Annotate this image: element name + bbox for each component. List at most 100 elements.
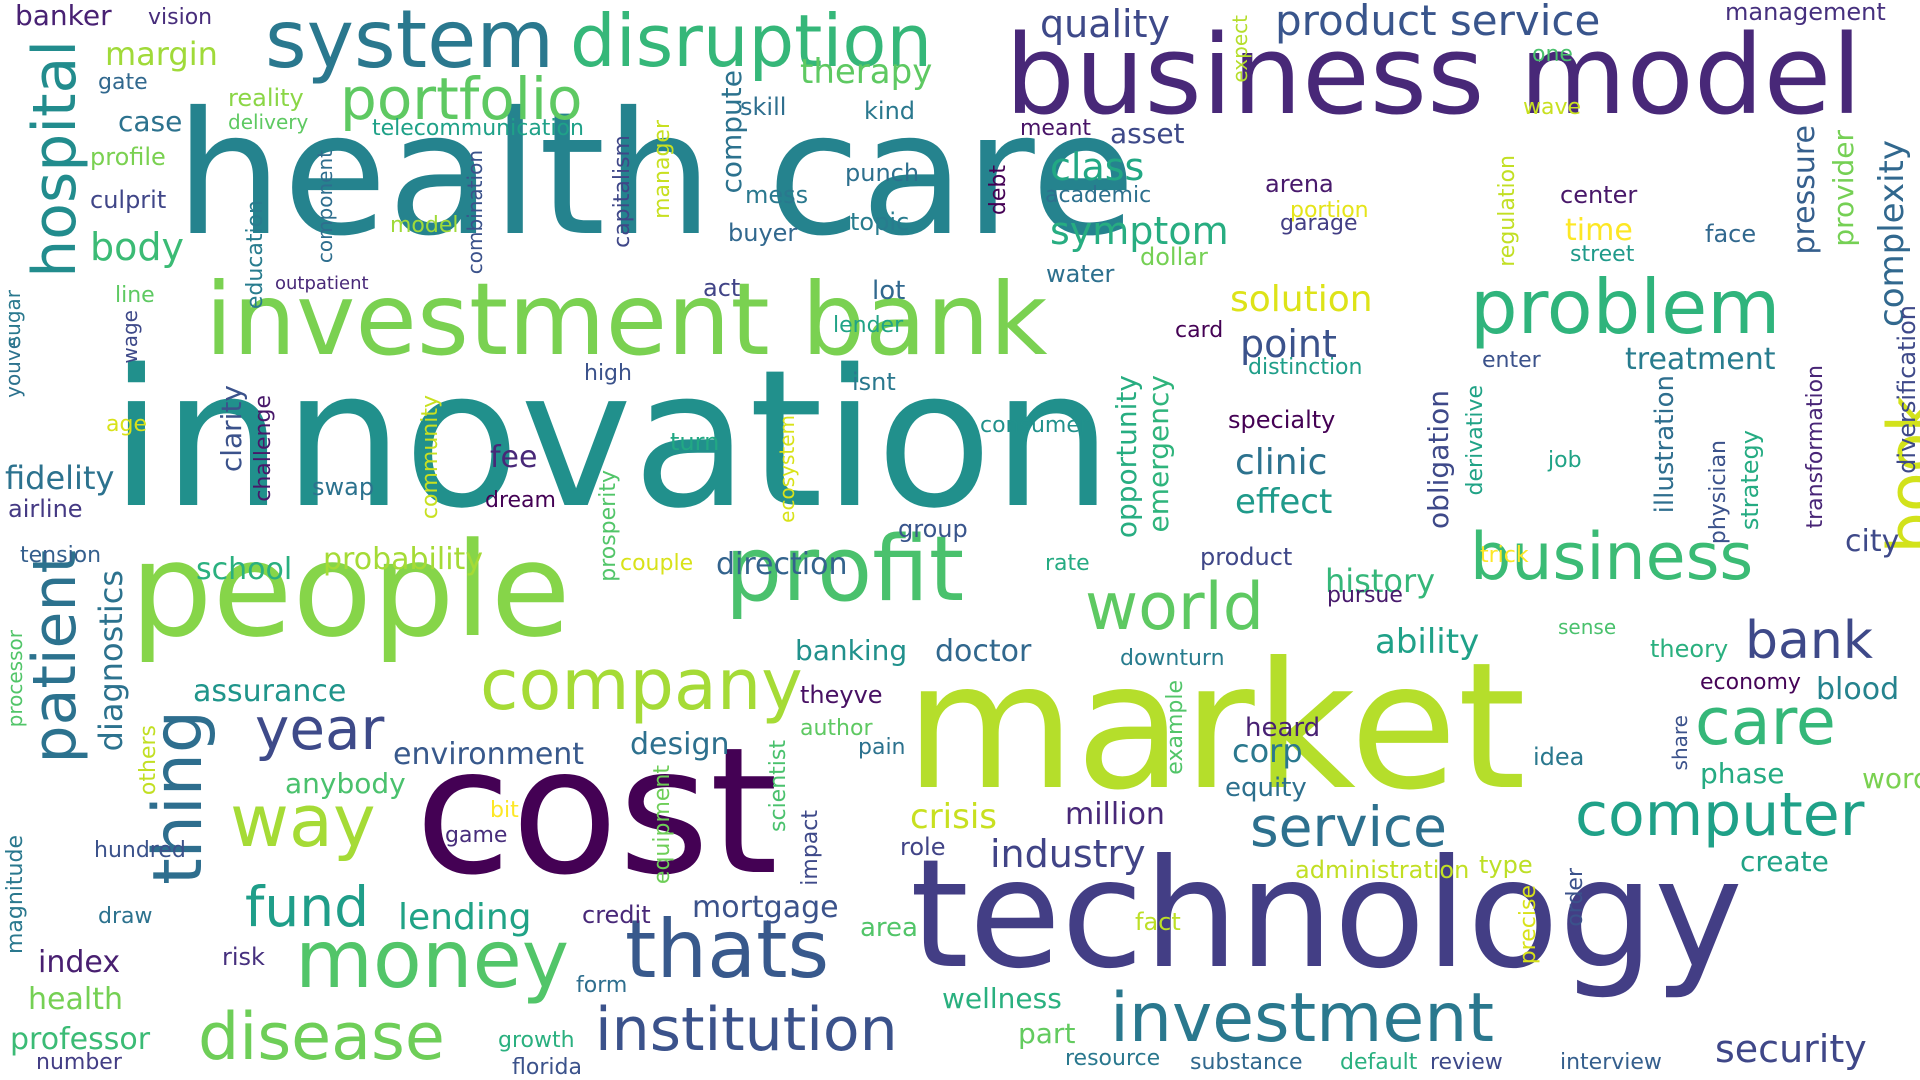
word-system: system bbox=[265, 0, 555, 86]
word-banker: banker bbox=[15, 0, 112, 32]
word-draw: draw bbox=[98, 904, 153, 929]
word-age: age bbox=[106, 412, 147, 437]
word-profit: profit bbox=[725, 517, 965, 622]
word-administration: administration bbox=[1295, 856, 1470, 884]
word-asset: asset bbox=[1110, 117, 1185, 150]
word-combination: combination bbox=[463, 150, 487, 275]
word-environment: environment bbox=[393, 737, 585, 772]
word-margin: margin bbox=[105, 35, 218, 73]
word-strategy: strategy bbox=[1736, 430, 1764, 531]
word-patient: patient bbox=[20, 550, 90, 764]
word-direction: direction bbox=[716, 547, 848, 582]
word-fidelity: fidelity bbox=[5, 459, 115, 497]
word-game: game bbox=[445, 823, 508, 848]
word-consumer: consumer bbox=[980, 413, 1089, 438]
word-symptom: symptom bbox=[1050, 209, 1229, 253]
word-hospital: hospital bbox=[20, 40, 90, 278]
word-care: care bbox=[1695, 685, 1836, 760]
word-physician: physician bbox=[1706, 440, 1731, 545]
word-derivative: derivative bbox=[1463, 385, 1488, 496]
word-time: time bbox=[1565, 213, 1633, 248]
word-expect: expect bbox=[1228, 15, 1252, 83]
word-telecommunication: telecommunication bbox=[372, 116, 584, 141]
word-group: group bbox=[898, 515, 968, 543]
word-review: review bbox=[1430, 1050, 1503, 1075]
word-manager: manager bbox=[650, 120, 675, 219]
word-buyer: buyer bbox=[728, 219, 798, 247]
word-florida: florida bbox=[512, 1055, 582, 1080]
word-theory: theory bbox=[1650, 635, 1729, 663]
word-solution: solution bbox=[1230, 279, 1373, 320]
word-number: number bbox=[36, 1050, 122, 1075]
word-center: center bbox=[1560, 181, 1638, 209]
word-clinic: clinic bbox=[1235, 442, 1328, 483]
word-idea: idea bbox=[1533, 743, 1585, 771]
word-portion: portion bbox=[1290, 198, 1369, 223]
word-theyve: theyve bbox=[800, 681, 883, 709]
word-act: act bbox=[703, 274, 741, 302]
word-illustration: illustration bbox=[1650, 375, 1680, 514]
word-health-care: health care bbox=[175, 76, 1136, 274]
word-pain: pain bbox=[858, 735, 906, 760]
word-compute: compute bbox=[715, 70, 748, 194]
word-downturn: downturn bbox=[1120, 646, 1225, 671]
word-year: year bbox=[255, 695, 385, 763]
word-education: education bbox=[243, 200, 268, 310]
word-fact: fact bbox=[1135, 908, 1181, 936]
word-disease: disease bbox=[198, 1000, 445, 1075]
word-economy: economy bbox=[1700, 670, 1801, 695]
word-ability: ability bbox=[1375, 622, 1480, 662]
word-airline: airline bbox=[8, 495, 83, 523]
word-professor: professor bbox=[10, 1022, 151, 1057]
word-model: model bbox=[390, 213, 459, 238]
word-emergency: emergency bbox=[1142, 375, 1175, 533]
word-product-service: product service bbox=[1275, 0, 1601, 45]
word-gate: gate bbox=[98, 70, 148, 95]
word-market: market bbox=[905, 626, 1527, 829]
word-history: history bbox=[1325, 562, 1436, 600]
word-enter: enter bbox=[1482, 348, 1541, 373]
word-delivery: delivery bbox=[228, 110, 309, 134]
word-part: part bbox=[1018, 1017, 1076, 1050]
word-skill: skill bbox=[740, 93, 787, 121]
word-trick: trick bbox=[1480, 543, 1529, 568]
word-dollar: dollar bbox=[1140, 243, 1208, 271]
word-corp: corp bbox=[1232, 732, 1303, 770]
word-way: way bbox=[230, 779, 376, 863]
word-order: order bbox=[1563, 868, 1588, 927]
word-high: high bbox=[584, 361, 632, 386]
word-turn: turn bbox=[670, 428, 720, 456]
word-create: create bbox=[1740, 845, 1829, 878]
word-technology: technology bbox=[910, 828, 1743, 1002]
word-default: default bbox=[1340, 1050, 1418, 1075]
word-heard: heard bbox=[1245, 713, 1321, 743]
word-culprit: culprit bbox=[90, 186, 167, 214]
word-share: share bbox=[1668, 715, 1692, 771]
word-area: area bbox=[860, 913, 918, 943]
word-business: business bbox=[1470, 520, 1754, 595]
word-word: word bbox=[1862, 762, 1920, 795]
word-role: role bbox=[900, 833, 946, 861]
word-form: form bbox=[576, 973, 628, 998]
word-school: school bbox=[196, 552, 293, 587]
word-dream: dream bbox=[485, 488, 556, 513]
word-wave: wave bbox=[1523, 95, 1582, 120]
word-point: point bbox=[1240, 322, 1337, 366]
word-hundred: hundred bbox=[94, 838, 186, 863]
word-product: product bbox=[1200, 543, 1293, 571]
word-challenge: challenge bbox=[251, 395, 276, 502]
word-world: world bbox=[1085, 570, 1264, 645]
word-diversification: diversification bbox=[1893, 305, 1920, 474]
word-assurance: assurance bbox=[193, 674, 347, 709]
word-security: security bbox=[1715, 1027, 1867, 1071]
word-isnt: isnt bbox=[852, 368, 896, 396]
word-punch: punch bbox=[845, 159, 920, 187]
word-probability: probability bbox=[323, 542, 484, 577]
word-meant: meant bbox=[1020, 116, 1092, 141]
word-mess: mess bbox=[745, 181, 809, 209]
word-thats: thats bbox=[625, 903, 830, 996]
word-crisis: crisis bbox=[910, 797, 997, 837]
word-vision: vision bbox=[148, 5, 213, 30]
word-topic: topic bbox=[850, 208, 910, 236]
word-precise: precise bbox=[1516, 885, 1541, 965]
